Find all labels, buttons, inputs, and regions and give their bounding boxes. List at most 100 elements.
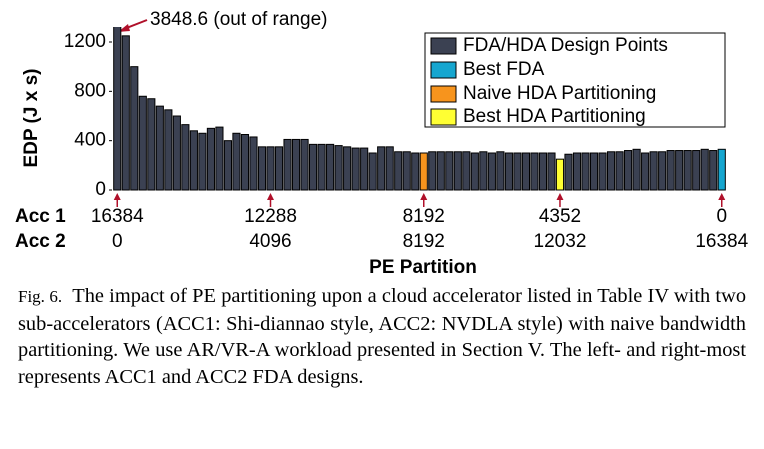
- y-tick-label: 400: [74, 130, 106, 151]
- caption: Fig. 6. The impact of PE partitioning up…: [18, 283, 746, 390]
- bar: [581, 152, 590, 191]
- bar: [598, 152, 607, 191]
- bar: [189, 130, 198, 191]
- bar: [692, 150, 701, 191]
- bar: [658, 151, 667, 191]
- caption-text: The impact of PE partitioning upon a clo…: [18, 285, 747, 388]
- bar: [649, 151, 658, 191]
- x-tick-label: 0: [716, 206, 727, 227]
- bar: [223, 140, 233, 191]
- x-tick-label: 4352: [539, 206, 581, 227]
- bar: [147, 98, 156, 191]
- bar: [624, 150, 633, 191]
- bar: [666, 150, 675, 191]
- bar: [343, 146, 352, 191]
- bar: [300, 138, 309, 191]
- y-tick-label: 800: [74, 80, 106, 101]
- bar: [394, 151, 403, 191]
- bar: [606, 151, 616, 191]
- bar: [436, 151, 445, 191]
- legend-swatch: [430, 108, 457, 126]
- bar: [470, 152, 479, 191]
- legend-swatch: [430, 37, 457, 55]
- bar: [385, 146, 394, 191]
- bar: [309, 143, 318, 191]
- bar: [377, 146, 386, 191]
- bar: [428, 151, 437, 191]
- bar: [206, 127, 215, 191]
- marker-arrowhead: [718, 193, 726, 200]
- legend-label: FDA/HDA Design Points: [463, 35, 668, 56]
- marker-arrowhead: [420, 193, 428, 200]
- x-tick-label: 8192: [403, 206, 445, 227]
- marker-arrowhead: [267, 193, 275, 200]
- bars: [113, 27, 726, 191]
- x-tick-label: 8192: [403, 231, 445, 252]
- bar: [121, 35, 130, 191]
- bar: [283, 138, 292, 191]
- bar: [445, 151, 454, 191]
- bar: [479, 151, 488, 191]
- bar: [232, 132, 241, 191]
- bar: [130, 66, 139, 191]
- marker-arrowhead: [113, 193, 121, 200]
- bar: [487, 152, 496, 191]
- bar: [257, 146, 267, 191]
- bar: [641, 152, 650, 191]
- bar: [615, 151, 624, 191]
- bar: [538, 152, 548, 191]
- legend-label: Naive HDA Partitioning: [463, 83, 656, 104]
- bar: [360, 147, 369, 191]
- bar: [368, 152, 377, 191]
- bar: [326, 143, 335, 191]
- bar: [504, 152, 513, 191]
- bar: [675, 150, 684, 191]
- bar: [513, 152, 522, 191]
- bar: [198, 132, 207, 191]
- y-axis-label: EDP (J x s): [21, 69, 42, 168]
- bar: [547, 152, 556, 191]
- bar: [164, 109, 173, 191]
- bar: [555, 158, 565, 191]
- bar: [411, 152, 420, 191]
- bar: [291, 138, 301, 191]
- chart: EDP (J x s) PE Partition 3848.6 (out of …: [15, 9, 749, 278]
- bar: [419, 152, 428, 191]
- bar: [453, 151, 462, 191]
- bar: [249, 136, 258, 191]
- bar: [334, 145, 343, 191]
- row-label: Acc 2: [15, 231, 66, 252]
- marker-arrowhead: [556, 193, 564, 200]
- x-tick-label: 12032: [534, 231, 587, 252]
- bar: [317, 143, 326, 191]
- bar: [172, 115, 181, 191]
- bar: [530, 152, 539, 191]
- bar: [462, 151, 471, 191]
- x-tick-label: 16384: [91, 206, 144, 227]
- y-tick-label: 0: [95, 179, 106, 200]
- y-tick-label: 1200: [64, 31, 106, 52]
- bar: [155, 105, 164, 191]
- x-tick-label: 0: [112, 231, 123, 252]
- bar: [266, 146, 275, 191]
- x-axis-label: PE Partition: [369, 257, 477, 278]
- bar: [240, 134, 250, 191]
- bar: [709, 150, 718, 191]
- legend-swatch: [430, 61, 457, 79]
- row-label: Acc 1: [15, 206, 66, 227]
- bar: [572, 152, 582, 191]
- legend-swatch: [430, 85, 457, 103]
- legend-label: Best FDA: [463, 59, 545, 80]
- bar: [402, 151, 411, 191]
- x-tick-label: 4096: [249, 231, 291, 252]
- x-tick-label: 12288: [244, 206, 297, 227]
- x-tick-label: 16384: [695, 231, 748, 252]
- bar: [138, 95, 147, 191]
- bar: [589, 152, 599, 191]
- bar: [274, 146, 284, 191]
- caption-label: Fig. 6.: [18, 287, 63, 306]
- bar: [351, 147, 360, 191]
- bar: [683, 150, 692, 191]
- legend-box: [424, 32, 726, 128]
